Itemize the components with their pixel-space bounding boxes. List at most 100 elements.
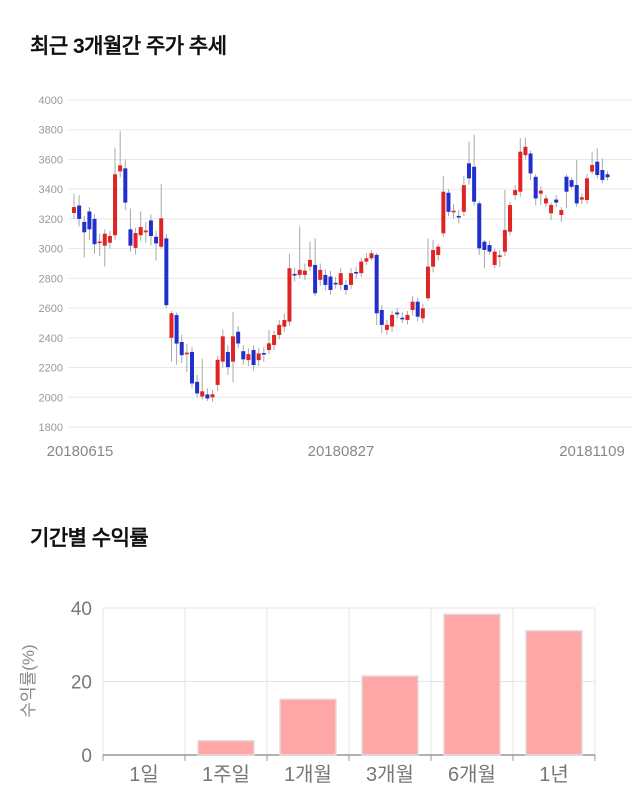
candle-body-up [200,391,205,397]
candle-body-down [605,174,610,178]
candle-body-down [415,301,420,317]
candle-body-up [246,354,251,361]
candle-body-up [282,319,287,327]
candle-body-up [425,266,430,299]
candle-body-up [420,308,425,319]
candle-body-down [343,284,348,290]
candle-body-down [241,351,246,360]
candle-body-down [400,317,405,320]
x-axis-category-label: 1년 [539,763,569,786]
candle-body-down [564,176,569,192]
y-axis-tick-label: 3000 [39,244,63,256]
candle-body-up [107,236,112,243]
candle-body-up [431,249,436,267]
y-axis-tick-label: 0 [81,746,92,767]
y-axis-tick-label: 3400 [39,184,63,196]
candle-body-up [543,198,548,204]
candle-body-up [302,270,307,275]
candle-body-up [102,233,107,246]
candle-body-up [297,269,302,275]
candle-body-down [554,199,559,203]
candle-body-down [569,180,574,187]
x-axis-category-label: 3개월 [366,763,414,786]
candle-body-down [174,315,179,344]
candle-body-down [225,351,230,368]
price-candlestick-chart: 4000 3800 3600 3400 3200 3000 2800 2600 2400 2200… [39,95,632,460]
y-axis-tick-label: 2400 [39,333,63,345]
candle-body-down [333,282,338,285]
candle-body-up [518,151,523,192]
candle-body-up [559,209,564,216]
candle-body-up [143,230,148,233]
x-axis-category-label: 1일 [129,763,159,786]
candle-body-up [584,178,589,201]
y-axis-tick-label: 2200 [39,363,63,375]
return-bar [197,739,255,756]
candle-body-up [359,261,364,274]
candle-body-up [549,204,554,214]
candle-body-down [82,221,87,233]
candle-body-up [118,165,123,172]
return-bar [361,675,419,756]
candle-body-down [313,264,318,294]
y-axis-tick-label: 2600 [39,303,63,315]
candle-body-down [128,229,133,246]
return-bar [443,613,501,756]
candle-body-down [379,310,384,325]
candle-body-up [338,273,343,285]
candle-body-up [72,207,76,213]
candle-body-down [466,163,471,179]
y-axis-tick-label: 3600 [39,154,63,166]
candle-body-down [395,312,400,315]
returns-bar-chart: 0 20 40 1일 1주일 1개월 3개월 6개월 1년 수익률(%) [19,599,596,786]
candle-body-up [513,190,518,196]
candle-body-up [436,246,441,256]
candle-body-up [97,241,102,244]
returns-chart-title: 기간별 수익률 [30,527,149,550]
x-axis-tick-label: 20180615 [47,443,114,460]
candle-body-down [574,185,579,204]
candle-body-down [456,215,461,218]
candle-body-up [364,258,369,262]
candle-body-down [251,350,256,366]
candle-body-down [472,166,477,202]
candle-body-up [384,324,389,330]
candle-body-up [492,251,497,265]
return-bar [279,698,337,756]
candle-body-down [236,331,241,344]
candle-body-up [287,268,292,322]
candle-body-down [600,170,605,180]
candle-body-down [261,352,266,355]
candle-body-up [497,255,502,257]
candle-body-up [410,301,415,311]
y-axis-tick-label: 20 [71,673,92,694]
y-axis-tick-label: 2000 [39,392,63,404]
candle-body-up [369,253,374,259]
candle-body-down [154,236,159,244]
y-axis-tick-label: 3200 [39,214,63,226]
candle-body-down [205,394,210,399]
y-axis-tick-label: 3800 [39,125,63,137]
y-axis-tick-label: 4000 [39,95,63,107]
candle-body-up [133,233,138,248]
candle-body-up [579,197,584,200]
candle-body-down [446,192,451,212]
candle-body-up [220,336,225,362]
return-bar [525,630,583,756]
candle-body-up [159,218,164,247]
candle-body-up [405,314,410,320]
x-axis-category-label: 1개월 [284,763,332,786]
candle-body-up [184,352,189,355]
candle-body-up [113,174,118,236]
candle-body-down [179,341,184,356]
candle-body-up [277,324,282,335]
candle-body-down [164,238,169,306]
candle-body-up [502,230,507,252]
candle-body-up [231,336,236,362]
candle-body-up [390,314,395,327]
candle-body-up [349,273,354,285]
candle-body-down [195,381,200,394]
candle-body-up [307,259,312,267]
candle-body-down [482,241,487,250]
